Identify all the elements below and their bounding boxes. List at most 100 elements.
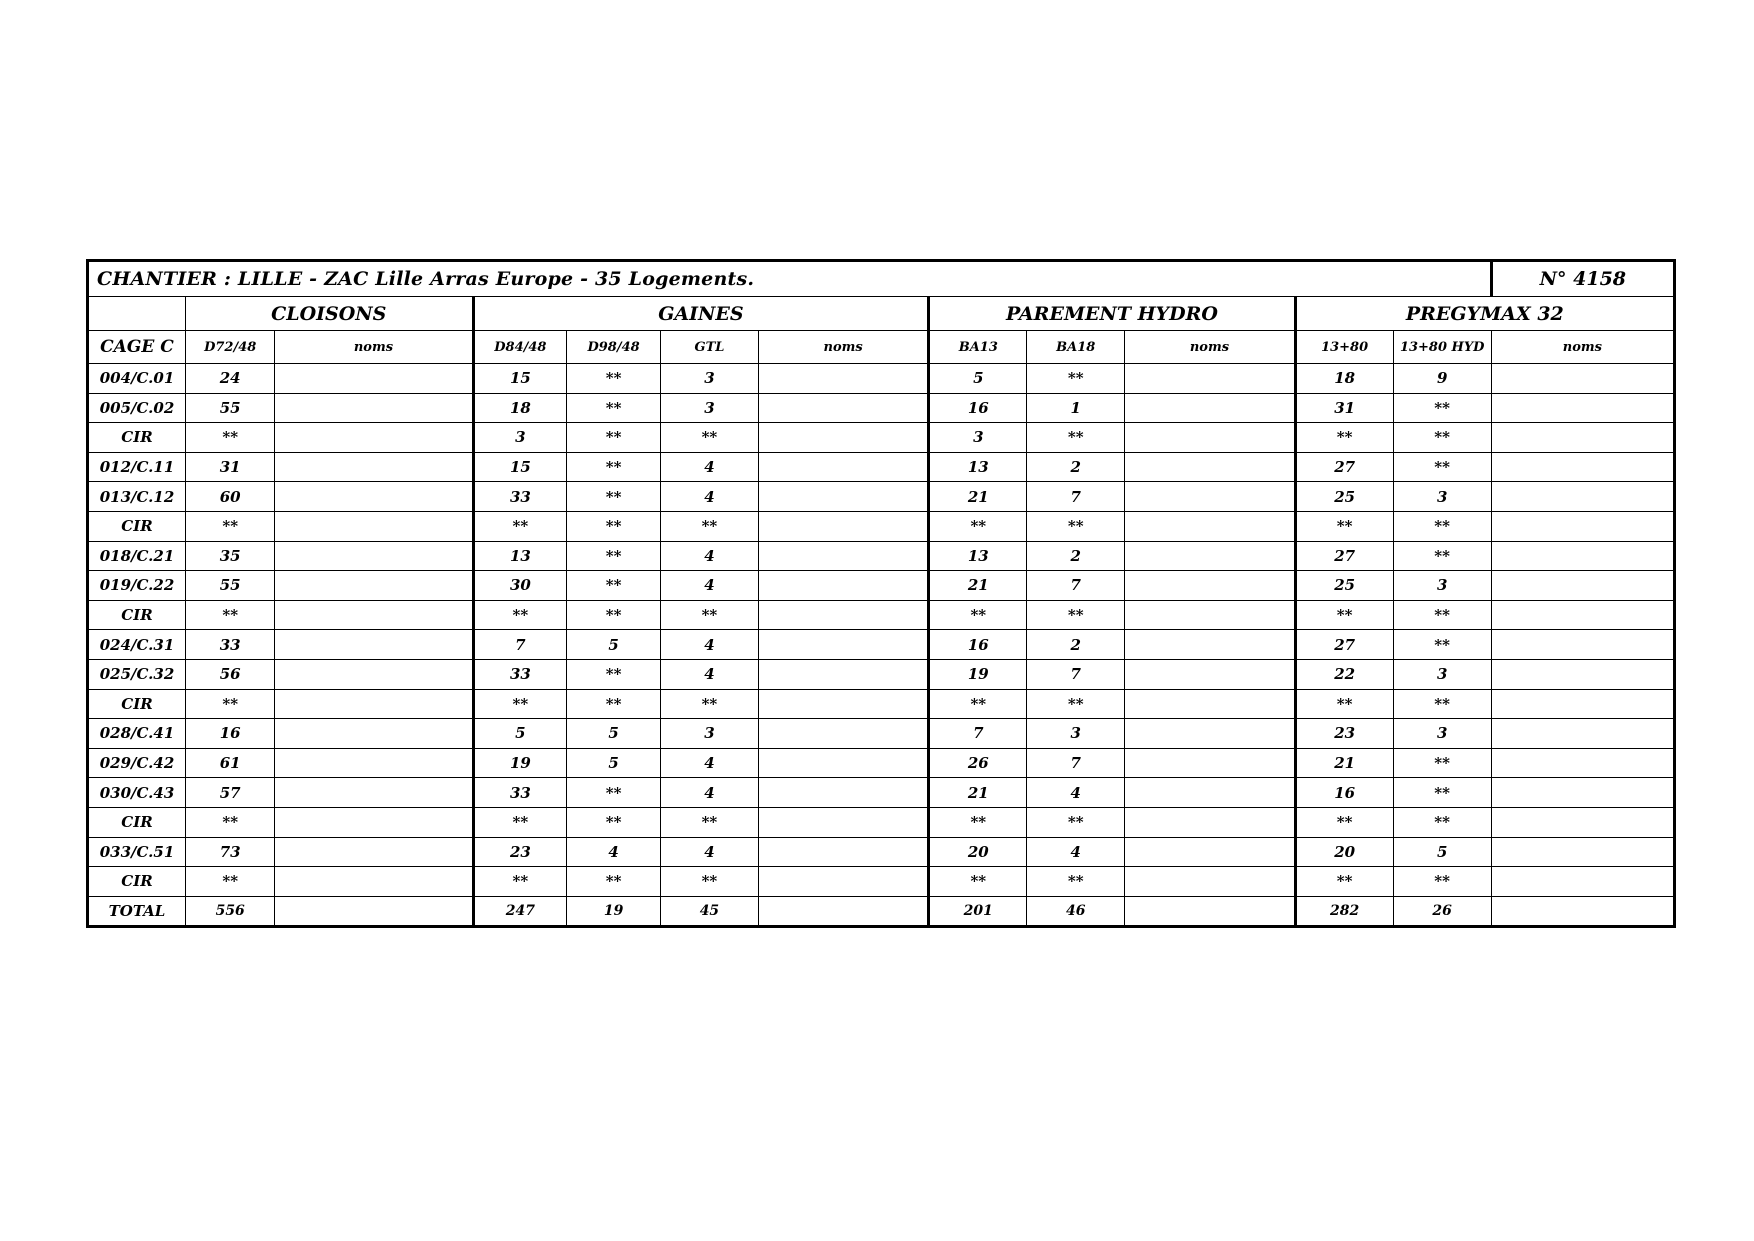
cell-noms2 (757, 422, 930, 453)
cell-ba13: 26 (927, 747, 1028, 779)
total-cell-ba18: 46 (1026, 895, 1126, 927)
cell-ba18: 3 (1026, 718, 1126, 749)
cell-p1380: 21 (1293, 747, 1394, 779)
cell-p1380hyd: ** (1392, 510, 1492, 542)
cell-noms1 (274, 599, 474, 631)
cell-d84: 33 (471, 777, 568, 808)
total-cell-noms2 (757, 895, 930, 927)
table-row: CIR ** ** ** ** ** ** ** ** (87, 599, 1676, 631)
cell-p1380: 27 (1293, 451, 1394, 483)
column-header-noms-gaines: noms (757, 330, 930, 364)
chantier-title: CHANTIER : LILLE - ZAC Lille Arras Europ… (87, 260, 1492, 297)
cell-p1380hyd: 5 (1392, 836, 1492, 868)
cell-ba18: 7 (1026, 481, 1126, 512)
cell-noms2 (757, 481, 930, 512)
group-header-gaines: GAINES (471, 296, 930, 331)
cell-p1380hyd: ** (1392, 806, 1492, 838)
table-row: 019/C.22 55 30 ** 4 21 7 25 3 (87, 570, 1676, 601)
cell-d84: 15 (471, 451, 568, 483)
cell-cage: 013/C.12 (87, 481, 186, 512)
document-number: N° 4158 (1489, 260, 1676, 297)
cell-cage: 025/C.32 (87, 658, 186, 690)
cell-noms2 (757, 629, 930, 660)
total-cell-d98: 19 (566, 895, 661, 927)
cell-noms2 (757, 777, 930, 808)
cell-d98: ** (566, 866, 661, 897)
cell-noms1 (274, 481, 474, 512)
table-row: 033/C.51 73 23 4 4 20 4 20 5 (87, 836, 1676, 868)
column-header-1380-hyd: 13+80 HYD (1392, 330, 1492, 364)
column-header-cage: CAGE C (87, 330, 186, 364)
cell-noms3 (1124, 866, 1296, 897)
cell-d84: 18 (471, 392, 568, 424)
cell-noms2 (757, 688, 930, 720)
group-header-parement-hydro: PAREMENT HYDRO (927, 296, 1296, 331)
cell-cage: CIR (87, 599, 186, 631)
cell-noms2 (757, 658, 930, 690)
title-row: CHANTIER : LILLE - ZAC Lille Arras Europ… (87, 260, 1676, 297)
cell-noms1 (274, 688, 474, 720)
cell-noms2 (757, 806, 930, 838)
cell-d72: 56 (184, 658, 276, 690)
cell-gtl: 4 (659, 777, 759, 808)
cell-noms2 (757, 363, 930, 394)
cell-gtl: 4 (659, 747, 759, 779)
cell-ba13: 13 (927, 540, 1028, 572)
cell-p1380: 31 (1293, 392, 1394, 424)
cell-d84: 13 (471, 540, 568, 572)
cell-p1380: ** (1293, 806, 1394, 838)
cell-noms1 (274, 866, 474, 897)
cell-noms3 (1124, 629, 1296, 660)
cell-d98: ** (566, 392, 661, 424)
cell-noms4 (1490, 866, 1676, 897)
cell-noms3 (1124, 836, 1296, 868)
column-header-row: CAGE C D72/48 noms D84/48 D98/48 GTL nom… (87, 330, 1676, 364)
cell-gtl: 3 (659, 718, 759, 749)
cell-p1380: 23 (1293, 718, 1394, 749)
group-header-blank (87, 296, 186, 331)
cell-d84: 23 (471, 836, 568, 868)
cell-cage: CIR (87, 510, 186, 542)
cell-noms3 (1124, 481, 1296, 512)
cell-noms4 (1490, 599, 1676, 631)
cell-noms3 (1124, 747, 1296, 779)
cell-p1380hyd: ** (1392, 747, 1492, 779)
cell-noms1 (274, 451, 474, 483)
cell-noms3 (1124, 510, 1296, 542)
cell-gtl: 4 (659, 451, 759, 483)
cell-p1380hyd: 3 (1392, 481, 1492, 512)
cell-d84: 15 (471, 363, 568, 394)
cell-d84: 33 (471, 658, 568, 690)
cell-noms1 (274, 570, 474, 601)
cell-cage: 024/C.31 (87, 629, 186, 660)
cell-noms2 (757, 866, 930, 897)
quantity-sheet: CHANTIER : LILLE - ZAC Lille Arras Europ… (86, 259, 1676, 928)
cell-d98: 4 (566, 836, 661, 868)
cell-noms3 (1124, 392, 1296, 424)
cell-ba13: 3 (927, 422, 1028, 453)
cell-noms1 (274, 747, 474, 779)
cell-d72: ** (184, 422, 276, 453)
cell-ba18: 1 (1026, 392, 1126, 424)
cell-noms1 (274, 363, 474, 394)
table-row: CIR ** ** ** ** ** ** ** ** (87, 688, 1676, 720)
cell-noms3 (1124, 777, 1296, 808)
cell-noms1 (274, 422, 474, 453)
total-row: TOTAL 556 247 19 45 201 46 282 26 (87, 895, 1676, 927)
cell-noms4 (1490, 510, 1676, 542)
cell-gtl: ** (659, 510, 759, 542)
table-row: 025/C.32 56 33 ** 4 19 7 22 3 (87, 658, 1676, 690)
cell-noms2 (757, 718, 930, 749)
cell-noms4 (1490, 363, 1676, 394)
cell-ba13: 7 (927, 718, 1028, 749)
table-row: CIR ** ** ** ** ** ** ** ** (87, 510, 1676, 542)
cell-ba13: ** (927, 866, 1028, 897)
cell-gtl: 3 (659, 363, 759, 394)
cell-p1380: 18 (1293, 363, 1394, 394)
cell-ba18: ** (1026, 688, 1126, 720)
table-row: 030/C.43 57 33 ** 4 21 4 16 ** (87, 777, 1676, 808)
cell-d98: 5 (566, 629, 661, 660)
quantity-table: CHANTIER : LILLE - ZAC Lille Arras Europ… (86, 259, 1676, 928)
cell-p1380: 27 (1293, 540, 1394, 572)
cell-noms1 (274, 510, 474, 542)
